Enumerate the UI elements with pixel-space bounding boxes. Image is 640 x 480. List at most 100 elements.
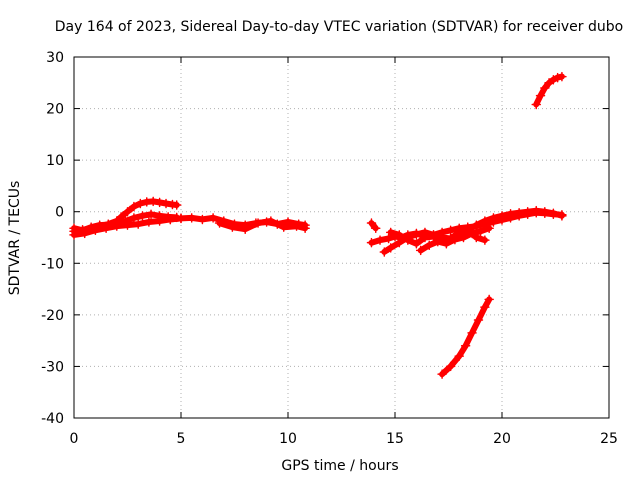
x-tick-label: 15 — [386, 431, 404, 447]
data-point — [366, 218, 377, 228]
data-point — [403, 235, 413, 245]
data-point — [197, 214, 208, 225]
plot-frame — [73, 56, 610, 419]
data-point — [480, 235, 490, 245]
data-point — [458, 232, 469, 243]
data-point — [540, 206, 550, 217]
data-point — [454, 227, 464, 238]
y-tick-label: 0 — [55, 205, 64, 221]
series-arc-b2 — [214, 216, 310, 234]
data-point — [445, 225, 456, 236]
data-point — [411, 238, 422, 249]
data-point — [137, 211, 148, 221]
y-axis-label: SDTVAR / TECUs — [7, 181, 23, 296]
grid — [74, 57, 609, 418]
data-point — [144, 217, 154, 227]
data-point — [129, 201, 139, 212]
data-point — [471, 220, 482, 230]
data-point — [497, 211, 507, 221]
data-point — [383, 233, 394, 244]
y-tick-label: -40 — [41, 411, 64, 427]
data-point — [161, 198, 171, 209]
ticks — [73, 56, 610, 419]
data-point — [208, 213, 218, 223]
x-tick-label: 20 — [493, 431, 511, 447]
data-point — [428, 231, 439, 242]
series-arc-c1 — [366, 218, 381, 233]
data-point — [90, 225, 101, 236]
data-point — [420, 232, 430, 243]
data-point — [437, 369, 447, 379]
data-point — [484, 223, 494, 233]
data-point — [531, 205, 541, 216]
data-point — [79, 228, 90, 239]
data-point — [454, 351, 464, 361]
data-point — [370, 223, 381, 233]
data-point — [171, 200, 182, 210]
data-point — [375, 235, 385, 245]
data-point — [116, 212, 126, 222]
y-tick-label: -20 — [41, 308, 64, 324]
data-point — [484, 294, 494, 305]
data-point — [122, 206, 133, 217]
data-point — [186, 213, 197, 223]
data-point — [445, 233, 456, 244]
data-point — [531, 99, 541, 110]
data-point — [214, 218, 225, 228]
data-point — [460, 341, 471, 351]
tick-labels: 0 5 10 15 20 25 30 20 10 0 -10 -20 -30 -40 — [41, 50, 618, 447]
data-point — [148, 196, 158, 207]
data-point — [463, 225, 473, 235]
data-point — [176, 213, 186, 224]
data-point — [552, 72, 563, 83]
x-tick-label: 0 — [70, 431, 79, 447]
data-point — [291, 221, 302, 231]
data-point — [69, 230, 79, 240]
data-point — [379, 247, 390, 257]
data-point — [540, 83, 550, 93]
data-point — [445, 361, 456, 372]
y-tick-label: -30 — [41, 359, 64, 375]
data-point — [488, 213, 499, 223]
data-point — [473, 315, 484, 325]
data-point — [480, 302, 490, 312]
y-tick-label: -10 — [41, 256, 64, 272]
data-point — [154, 197, 165, 208]
data-point — [133, 219, 143, 229]
data-point — [227, 222, 238, 232]
data-point — [129, 213, 139, 223]
data-point — [548, 208, 559, 219]
data-point — [505, 209, 516, 219]
data-point — [253, 218, 263, 228]
data-point — [411, 229, 422, 240]
data-point — [122, 220, 133, 230]
data-point — [300, 223, 310, 233]
series-group — [69, 71, 567, 379]
data-point — [557, 211, 567, 221]
data-point — [385, 243, 396, 253]
chart-title: Day 164 of 2023, Sidereal Day-to-day VTE… — [55, 19, 623, 35]
x-tick-label: 25 — [600, 431, 618, 447]
data-point — [146, 209, 156, 220]
series-arc-e — [531, 71, 567, 110]
data-point — [467, 328, 477, 338]
series-trace — [387, 226, 488, 247]
data-point — [101, 223, 111, 233]
data-point — [394, 230, 405, 240]
data-point — [514, 207, 524, 218]
data-point — [112, 221, 122, 231]
data-point — [522, 206, 533, 217]
series-arc-d — [437, 294, 494, 379]
y-tick-label: 10 — [46, 153, 64, 169]
data-point — [557, 71, 567, 82]
series-arc-c5 — [385, 225, 490, 249]
x-tick-label: 5 — [177, 431, 186, 447]
data-point — [415, 245, 426, 256]
data-point — [385, 227, 396, 238]
data-point — [240, 224, 250, 234]
y-tick-label: 30 — [46, 50, 64, 66]
data-point — [366, 237, 377, 248]
data-point — [266, 216, 276, 226]
series-trace — [439, 296, 493, 378]
